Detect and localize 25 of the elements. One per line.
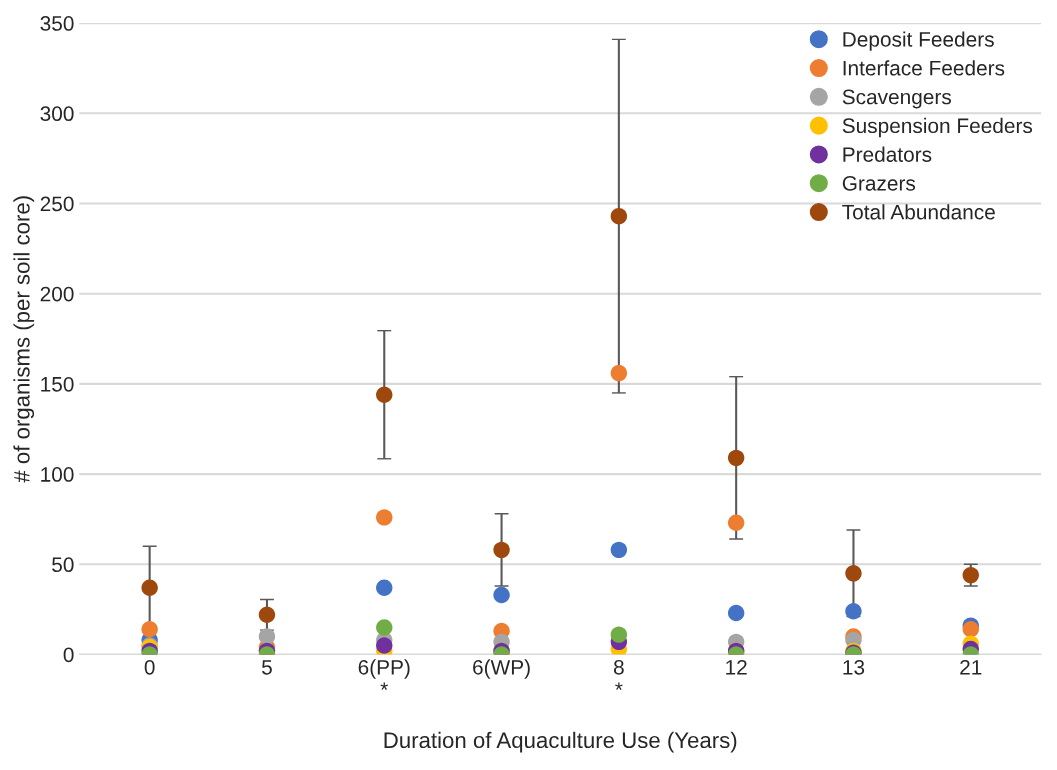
x-axis-title: Duration of Aquaculture Use (Years) xyxy=(384,731,737,753)
legend-label: Interface Feeders xyxy=(843,60,1005,76)
y-tick-label: 200 xyxy=(40,286,74,302)
x-tick-label: 8 * xyxy=(613,659,624,690)
y-tick-label: 350 xyxy=(40,16,74,31)
x-tick-label: 6(WP) xyxy=(473,659,530,679)
legend-label: Predators xyxy=(843,146,932,162)
y-tick-label: 0 xyxy=(63,647,74,663)
legend-label: Deposit Feeders xyxy=(843,31,994,51)
y-axis-title: # of organisms (per soil core) xyxy=(13,196,35,483)
x-tick-label: 21 xyxy=(960,659,982,675)
y-tick-label: 250 xyxy=(40,196,74,212)
x-tick-label: 13 xyxy=(843,659,865,675)
legend-label: Suspension Feeders xyxy=(842,117,1033,138)
x-tick-label: 12 xyxy=(726,659,747,675)
legend-label: Grazers xyxy=(842,175,916,191)
legend-label: Total Abundance xyxy=(842,204,995,220)
x-tick-label: 5 xyxy=(262,660,272,675)
y-tick-label: 150 xyxy=(41,376,74,392)
x-tick-label: 6(PP) * xyxy=(358,659,410,690)
y-tick-label: 300 xyxy=(40,106,74,122)
y-tick-label: 50 xyxy=(52,557,74,573)
x-tick-label: 0 xyxy=(144,659,155,675)
y-tick-label: 100 xyxy=(41,467,74,482)
legend-label: Scavengers xyxy=(842,89,951,109)
